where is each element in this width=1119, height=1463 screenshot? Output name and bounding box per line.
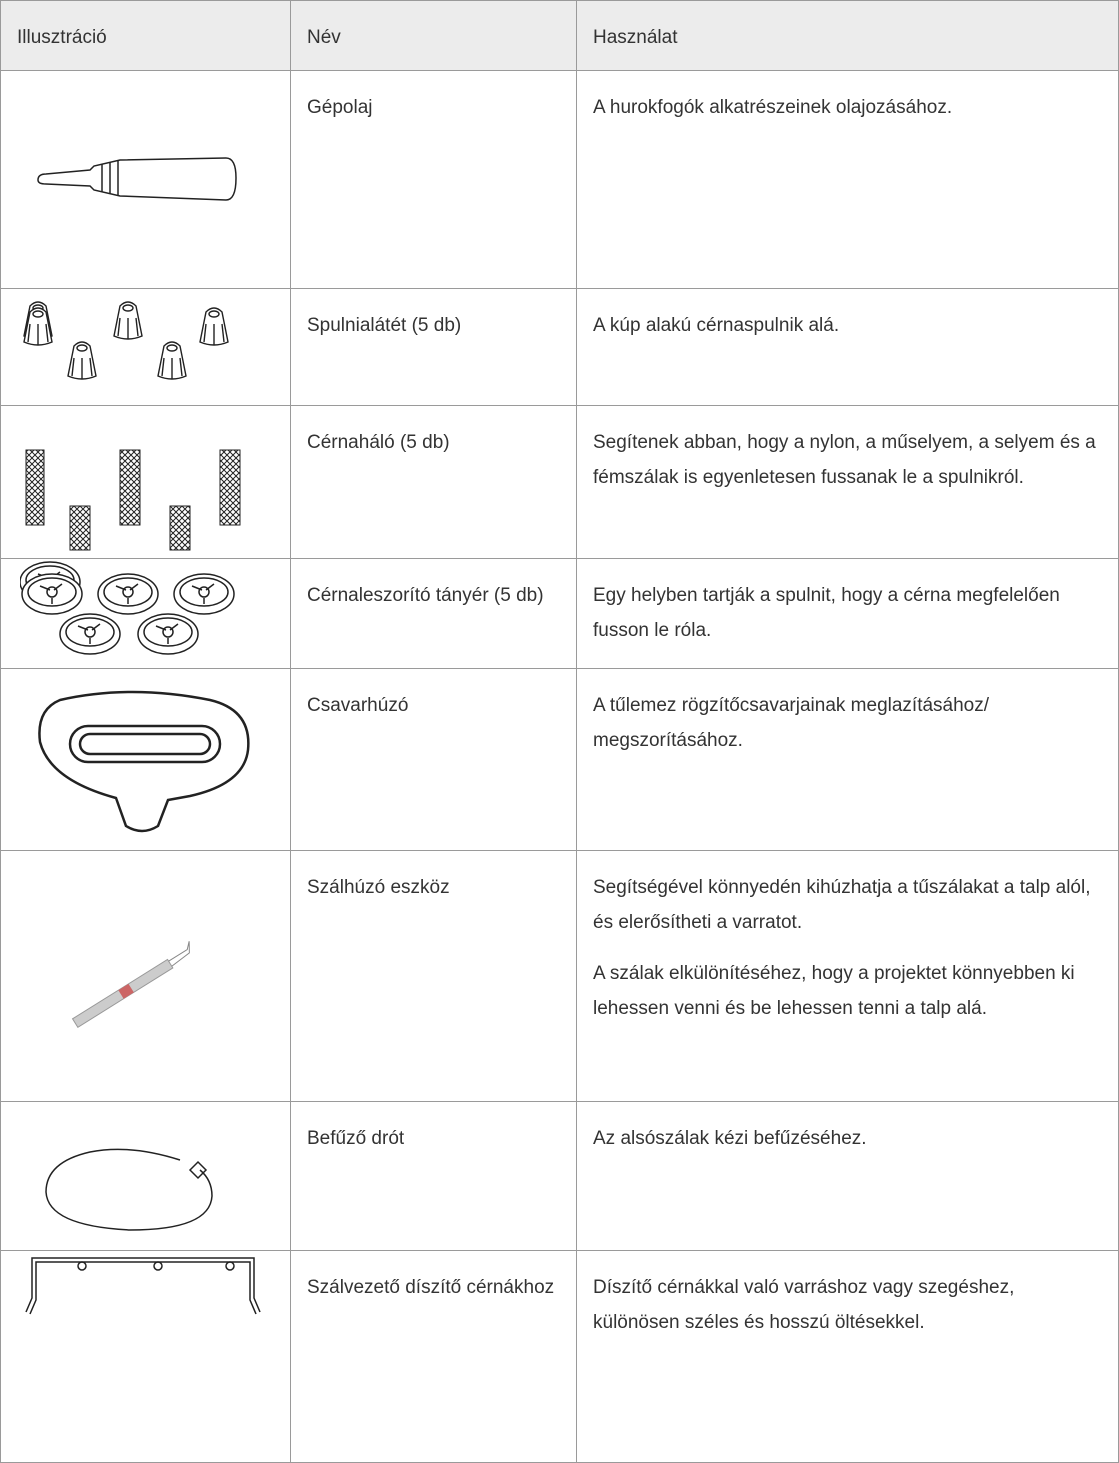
column-border	[290, 0, 291, 1463]
usage-cell: A hurokfogók alkatrészeinek olajozásához…	[576, 70, 1118, 288]
table-header	[0, 0, 1119, 70]
name-cell: Cérnaháló (5 db)	[307, 432, 450, 453]
usage-cell: A kúp alakú cérnaspulnik alá.	[576, 288, 1118, 405]
usage-text: A tűlemez rögzítőcsavarjainak meglazítás…	[593, 695, 990, 751]
column-border	[0, 0, 1, 1463]
header-cell: Név	[307, 27, 341, 48]
row-border	[0, 70, 1119, 71]
usage-text: Egy helyben tartják a spulnit, hogy a cé…	[593, 585, 1060, 641]
usage-text: A kúp alakú cérnaspulnik alá.	[593, 315, 840, 336]
usage-text: A szálak elkülönítéséhez, hogy a projekt…	[593, 963, 1075, 1019]
header-cell: Használat	[593, 27, 678, 48]
usage-cell: Segítenek abban, hogy a nylon, a műselye…	[576, 405, 1118, 558]
name-cell: Cérnaleszorító tányér (5 db)	[307, 585, 544, 606]
name-cell: Gépolaj	[307, 97, 373, 118]
usage-cell: Egy helyben tartják a spulnit, hogy a cé…	[576, 558, 1118, 668]
usage-text: Díszítő cérnákkal való varráshoz vagy sz…	[593, 1277, 1015, 1333]
name-cell: Szálhúzó eszköz	[307, 877, 450, 898]
screwdriver-illustration	[38, 690, 250, 833]
nets-illustration	[25, 449, 241, 551]
name-cell: Szálvezető díszítő cérnákhoz	[307, 1277, 555, 1298]
row-border	[0, 850, 1119, 851]
name-cell: Csavarhúzó	[307, 695, 409, 716]
row-border	[0, 0, 1119, 1]
row-border	[0, 558, 1119, 559]
oil-illustration	[37, 157, 237, 201]
threader-illustration	[45, 1148, 213, 1231]
name-cell: Befűző drót	[307, 1128, 405, 1149]
cones-illustration	[23, 301, 229, 380]
usage-text: A hurokfogók alkatrészeinek olajozásához…	[593, 97, 953, 118]
usage-text: Segítségével könnyedén kihúzhatja a tűsz…	[593, 877, 1091, 933]
usage-cell: Díszítő cérnákkal való varráshoz vagy sz…	[576, 1250, 1118, 1463]
row-border	[0, 668, 1119, 669]
thread-guide-illustration	[25, 1257, 261, 1315]
usage-text: Az alsószálak kézi befűzéséhez.	[593, 1128, 867, 1149]
row-border	[0, 405, 1119, 406]
row-border	[0, 1250, 1119, 1251]
row-border	[0, 288, 1119, 289]
discs-illustration	[20, 561, 235, 655]
usage-cell: Az alsószálak kézi befűzéséhez.	[576, 1101, 1118, 1250]
header-cell: Illusztráció	[17, 27, 107, 48]
row-border	[0, 1101, 1119, 1102]
usage-text: Segítenek abban, hogy a nylon, a műselye…	[593, 432, 1096, 488]
name-cell: Spulnialátét (5 db)	[307, 315, 462, 336]
seam-ripper-illustration	[71, 941, 190, 1028]
column-border	[576, 0, 577, 1463]
usage-cell: Segítségével könnyedén kihúzhatja a tűsz…	[576, 850, 1118, 1101]
usage-cell: A tűlemez rögzítőcsavarjainak meglazítás…	[576, 668, 1118, 850]
